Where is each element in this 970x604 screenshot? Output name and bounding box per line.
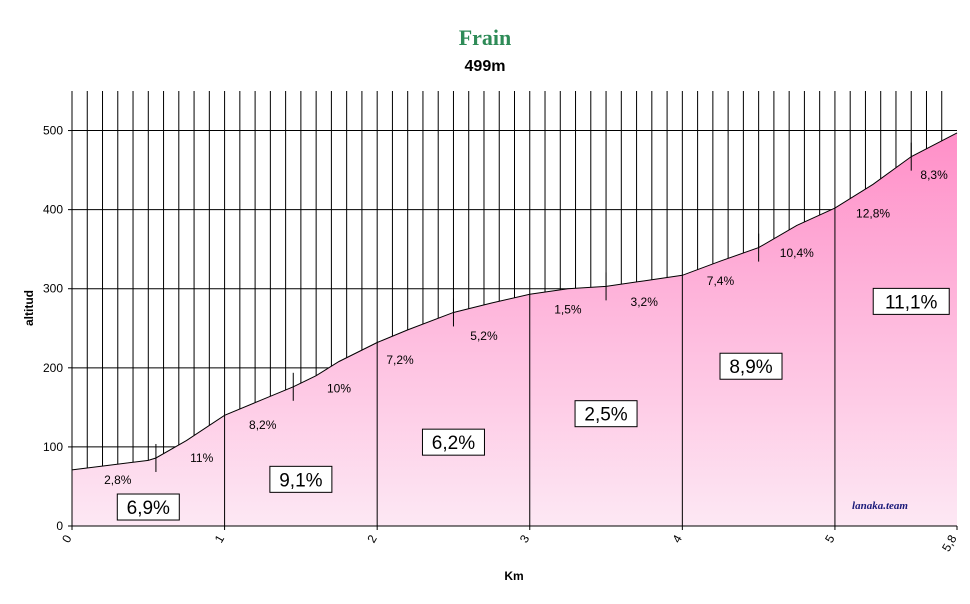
km-grade-box	[719, 352, 783, 380]
elevation-area	[72, 132, 957, 526]
y-tick-label: 300	[43, 282, 63, 296]
y-tick-label: 200	[43, 361, 63, 375]
km-grade-label: 8,9%	[729, 357, 772, 378]
x-tick-label: 1	[212, 532, 228, 545]
x-tick-label: 4	[669, 532, 685, 545]
segment-grade-label: 10%	[327, 381, 351, 395]
km-grade-box	[421, 428, 485, 456]
segment-grade-label: 10,4%	[780, 246, 814, 260]
km-grade-label: 6,9%	[127, 498, 170, 519]
x-tick-label: 2	[364, 532, 380, 545]
x-tick-label: 5	[822, 532, 838, 545]
segment-grade-label: 5,2%	[470, 329, 498, 343]
x-axis-title: Km	[504, 569, 523, 583]
segment-grade-label: 8,2%	[249, 418, 277, 432]
segment-grade-label: 8,3%	[920, 168, 948, 182]
segment-grade-label: 7,2%	[386, 353, 414, 367]
segment-grade-label: 1,5%	[554, 302, 582, 316]
chart-subtitle: 499m	[464, 58, 506, 75]
elevation-line	[71, 132, 958, 471]
x-tick-label: 5,8	[939, 532, 960, 554]
y-tick-label: 500	[43, 124, 63, 138]
km-grade-box	[872, 287, 950, 315]
x-tick-label: 3	[517, 532, 533, 545]
x-tick-label: 0	[59, 532, 75, 545]
segment-grade-label: 3,2%	[631, 295, 659, 309]
y-tick-label: 100	[43, 440, 63, 454]
segment-grade-label: 7,4%	[707, 274, 735, 288]
km-grade-label: 6,2%	[432, 433, 475, 454]
km-grade-box	[116, 493, 180, 521]
km-grade-label: 2,5%	[584, 405, 627, 426]
watermark-text: lanaka.team	[852, 500, 908, 512]
km-grade-box	[269, 465, 333, 493]
km-grade-label: 11,1%	[885, 292, 938, 313]
chart-title: Frain	[458, 25, 512, 50]
segment-grade-label: 12,8%	[856, 207, 890, 221]
y-tick-label: 0	[56, 519, 63, 533]
y-tick-label: 400	[43, 203, 63, 217]
y-axis-title: altitud	[22, 290, 36, 326]
km-grade-box	[574, 400, 638, 428]
segment-grade-label: 11%	[190, 451, 213, 465]
km-grade-label: 9,1%	[279, 470, 322, 491]
segment-grade-label: 2,8%	[104, 473, 132, 487]
